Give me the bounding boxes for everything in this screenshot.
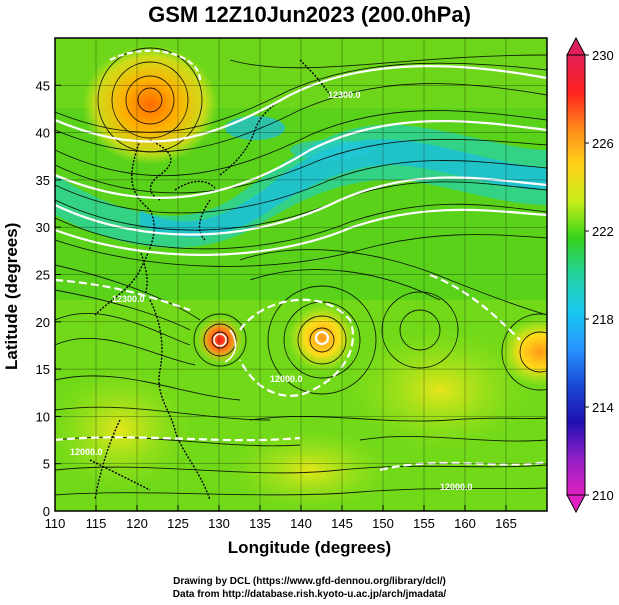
contour-label: 12000.0 <box>440 482 473 492</box>
x-tick-label: 115 <box>86 516 107 531</box>
contour-label: 12300.0 <box>112 294 145 304</box>
y-tick-label: 30 <box>36 220 50 235</box>
x-tick-label: 130 <box>208 516 230 531</box>
contour-labels: 12300.0 12300.0 12000.0 12000.0 12000.0 <box>70 90 473 492</box>
y-tick-label: 35 <box>36 173 50 188</box>
x-tick-label: 110 <box>45 516 66 531</box>
x-tick-label: 140 <box>290 516 312 531</box>
height-contours <box>55 49 547 472</box>
y-tick-label: 10 <box>36 409 50 424</box>
y-tick-label: 45 <box>36 78 50 93</box>
colorbar-tick-label: 210 <box>592 488 614 503</box>
colorbar-tick-label: 230 <box>592 48 614 63</box>
x-tick-label: 150 <box>372 516 394 531</box>
contour-label: 12000.0 <box>270 374 303 384</box>
y-tick-label: 40 <box>36 126 50 141</box>
y-tick-label: 5 <box>43 457 50 472</box>
y-axis: 0 5 10 15 20 25 30 35 40 45 <box>36 78 61 519</box>
streamlines <box>55 47 547 496</box>
x-tick-label: 120 <box>126 516 148 531</box>
x-axis: 110 115 120 125 130 135 140 145 150 155 160 165 <box>45 505 517 531</box>
x-tick-label: 165 <box>495 516 517 531</box>
colorbar-bottom-arrow <box>566 494 586 514</box>
colorbar-tick-label: 222 <box>592 224 614 239</box>
colorbar: 230 226 222 218 214 210 <box>566 36 614 514</box>
footer-credit-drawing: Drawing by DCL (https://www.gfd-dennou.o… <box>173 576 446 587</box>
footer-credit-data: Data from http://database.rish.kyoto-u.a… <box>172 589 447 600</box>
contour-label: 12300.0 <box>328 90 361 100</box>
x-tick-label: 160 <box>454 516 476 531</box>
y-tick-label: 20 <box>36 315 50 330</box>
y-tick-label: 0 <box>43 504 50 519</box>
x-tick-label: 145 <box>331 516 353 531</box>
y-axis-label: Latitude (degrees) <box>2 222 21 370</box>
colorbar-tick-label: 226 <box>592 136 614 151</box>
contour-label: 12000.0 <box>70 447 103 457</box>
y-tick-label: 25 <box>36 268 50 283</box>
colorbar-tick-label: 214 <box>592 400 614 415</box>
x-tick-label: 125 <box>167 516 189 531</box>
x-tick-label: 155 <box>413 516 435 531</box>
colorbar-top-arrow <box>566 36 586 56</box>
chart-title: GSM 12Z10Jun2023 (200.0hPa) <box>148 2 471 27</box>
y-tick-label: 15 <box>36 362 50 377</box>
x-tick-label: 135 <box>249 516 271 531</box>
colorbar-body <box>566 54 586 496</box>
x-axis-label: Longitude (degrees) <box>227 538 392 557</box>
colorbar-tick-label: 218 <box>592 312 614 327</box>
